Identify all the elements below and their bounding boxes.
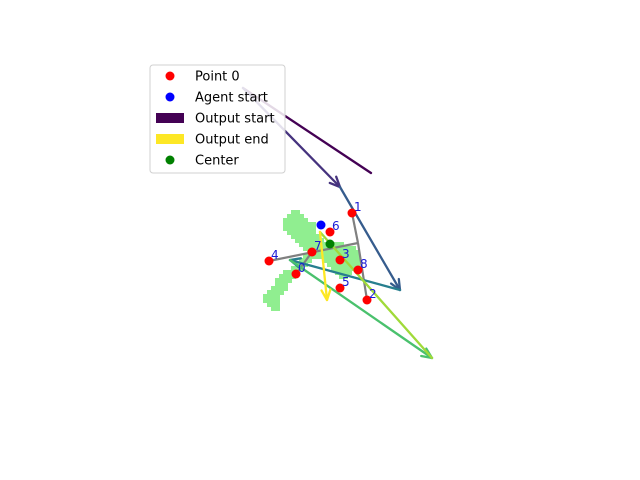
legend-label: Center: [195, 154, 239, 169]
legend-patch: [156, 113, 184, 123]
point-label: 0: [298, 261, 306, 275]
trajectory-segment: [338, 185, 402, 292]
point-marker: [347, 208, 357, 218]
point-label: 2: [369, 287, 377, 301]
connector-line: [350, 212, 360, 244]
point-marker: [325, 227, 335, 237]
point-label: 8: [360, 257, 368, 271]
legend-marker: [165, 71, 175, 81]
region-cell: [283, 270, 292, 279]
point-label: 7: [314, 239, 322, 253]
point-marker: [291, 269, 301, 279]
legend-frame: [149, 64, 286, 174]
legend-label: Agent start: [195, 91, 268, 106]
point-marker: [353, 265, 363, 275]
legend-marker: [165, 155, 175, 165]
center-marker: [325, 239, 335, 249]
points-layer: [264, 208, 372, 305]
point-marker: [307, 247, 317, 257]
trajectory-arrows: [241, 86, 434, 360]
trajectory-segment: [318, 230, 434, 360]
point-label: 4: [271, 248, 279, 262]
agent-start-marker: [316, 220, 326, 230]
region-cell: [271, 302, 280, 311]
point-marker: [335, 283, 345, 293]
point-labels: 0 1 2 3 4 5 67 8: [271, 200, 377, 301]
point-marker: [362, 295, 372, 305]
legend: Point 0 Agent start Output start Output end…: [149, 64, 286, 174]
legend-label: Output start: [195, 112, 275, 127]
trajectory-segment: [288, 258, 434, 360]
point-label: 1: [354, 200, 362, 214]
point-label: 5: [342, 275, 350, 289]
legend-label: Point 0: [195, 70, 240, 85]
point-marker: [264, 256, 274, 266]
region-cell: [271, 294, 280, 303]
legend-marker: [165, 92, 175, 102]
point-label: 6: [332, 219, 340, 233]
point-marker: [335, 255, 345, 265]
arrow-head: [320, 288, 332, 302]
connector-line: [356, 242, 369, 301]
trajectory-segment: [288, 258, 402, 292]
legend-label: Output end: [195, 133, 269, 148]
region-cell: [279, 282, 288, 291]
trajectory-segment: [318, 230, 329, 302]
legend-patch: [156, 134, 184, 144]
point-label: 3: [342, 247, 350, 261]
